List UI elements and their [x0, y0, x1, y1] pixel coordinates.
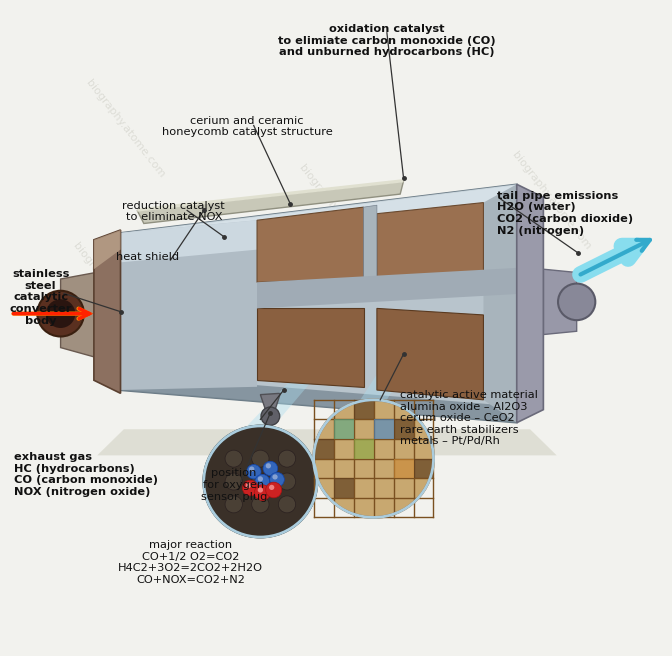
Circle shape: [249, 466, 255, 472]
Polygon shape: [360, 348, 417, 400]
Polygon shape: [94, 230, 120, 394]
Polygon shape: [257, 268, 517, 308]
Polygon shape: [314, 439, 333, 459]
Text: stainless
steel
catalytic
converter
body: stainless steel catalytic converter body: [9, 269, 72, 325]
Circle shape: [314, 400, 433, 518]
Polygon shape: [137, 181, 403, 224]
Circle shape: [257, 487, 263, 493]
Circle shape: [255, 474, 269, 489]
Text: reduction catalyst
to eliminate NOX: reduction catalyst to eliminate NOX: [122, 201, 225, 222]
Text: biography.atome.com: biography.atome.com: [297, 163, 380, 264]
Polygon shape: [94, 230, 120, 269]
Circle shape: [225, 473, 243, 490]
Text: biography.atome.com: biography.atome.com: [510, 150, 593, 252]
Polygon shape: [257, 207, 364, 282]
Circle shape: [46, 299, 75, 328]
Polygon shape: [364, 205, 377, 283]
Circle shape: [263, 461, 278, 476]
Circle shape: [243, 480, 258, 496]
Polygon shape: [394, 459, 413, 478]
Circle shape: [278, 496, 296, 513]
Text: position
for oxygen
sensor plug: position for oxygen sensor plug: [200, 468, 267, 502]
Polygon shape: [117, 374, 517, 422]
Circle shape: [246, 483, 251, 488]
Polygon shape: [333, 478, 353, 498]
Circle shape: [278, 450, 296, 467]
Circle shape: [272, 474, 278, 480]
Polygon shape: [353, 439, 374, 459]
Polygon shape: [544, 269, 577, 335]
Polygon shape: [377, 308, 483, 400]
Circle shape: [37, 291, 84, 337]
Circle shape: [252, 450, 269, 467]
Polygon shape: [117, 220, 257, 262]
Circle shape: [247, 464, 261, 479]
Polygon shape: [353, 400, 374, 419]
Polygon shape: [97, 429, 556, 455]
Text: heat shield: heat shield: [116, 251, 179, 262]
Circle shape: [265, 463, 271, 468]
Circle shape: [261, 407, 280, 425]
Polygon shape: [257, 308, 364, 387]
Circle shape: [269, 485, 274, 490]
Polygon shape: [117, 234, 517, 289]
Polygon shape: [517, 184, 544, 422]
Text: exhaust gas
HC (hydrocarbons)
CO (carbon monoxide)
NOX (nitrogen oxide): exhaust gas HC (hydrocarbons) CO (carbon…: [14, 452, 158, 497]
Text: tail pipe emissions
H2O (water)
CO2 (carbon dioxide)
N2 (nitrogen): tail pipe emissions H2O (water) CO2 (car…: [497, 191, 633, 236]
Circle shape: [225, 496, 243, 513]
Polygon shape: [377, 203, 483, 289]
Polygon shape: [333, 419, 353, 439]
Polygon shape: [394, 419, 413, 439]
Polygon shape: [117, 220, 257, 390]
Circle shape: [257, 476, 263, 482]
Circle shape: [269, 472, 284, 487]
Circle shape: [252, 473, 269, 490]
Circle shape: [265, 482, 282, 498]
Circle shape: [204, 426, 317, 537]
Polygon shape: [117, 184, 517, 247]
Text: cerium and ceramic
honeycomb catalyst structure: cerium and ceramic honeycomb catalyst st…: [162, 115, 333, 137]
Circle shape: [225, 450, 243, 467]
Polygon shape: [247, 367, 324, 426]
Text: oxidation catalyst
to elimiate carbon monoxide (CO)
and unburned hydrocarbons (H: oxidation catalyst to elimiate carbon mo…: [278, 24, 496, 58]
Text: biography.atome.com: biography.atome.com: [71, 241, 153, 343]
Circle shape: [278, 473, 296, 490]
Polygon shape: [60, 272, 96, 358]
Text: catalytic active material
alumina oxide – Al2O3
cerum oxide – CeO2
rare earth st: catalytic active material alumina oxide …: [401, 390, 538, 447]
Text: major reaction
CO+1/2 O2=CO2
H4C2+3O2=2CO2+2H2O
CO+NOX=CO2+N2: major reaction CO+1/2 O2=CO2 H4C2+3O2=2C…: [118, 541, 263, 585]
Polygon shape: [483, 184, 517, 422]
Polygon shape: [117, 184, 517, 422]
Polygon shape: [374, 419, 394, 439]
Circle shape: [255, 485, 270, 501]
Polygon shape: [260, 394, 280, 414]
Text: biography.atome.com: biography.atome.com: [84, 78, 167, 180]
Circle shape: [558, 283, 595, 320]
Circle shape: [252, 496, 269, 513]
Polygon shape: [413, 459, 433, 478]
Polygon shape: [137, 179, 403, 212]
